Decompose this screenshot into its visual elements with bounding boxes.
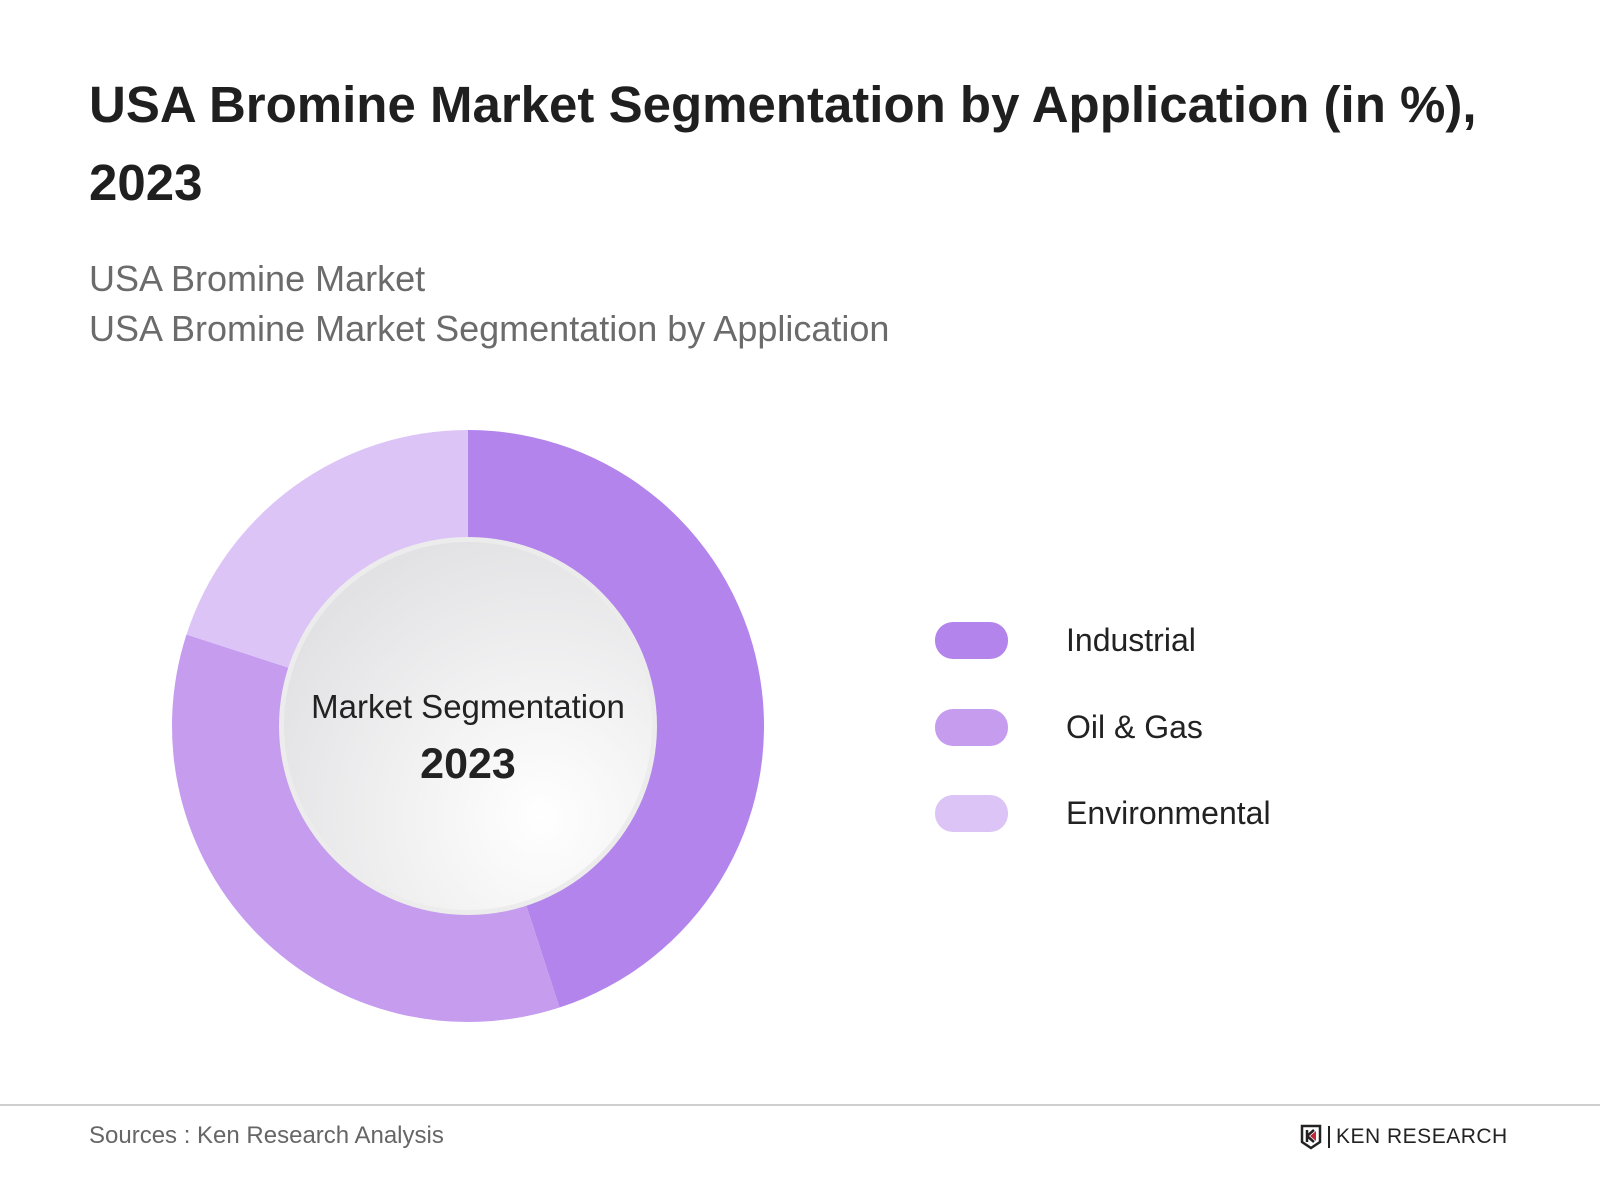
ken-research-logo: KEN RESEARCH	[1300, 1124, 1508, 1150]
center-year: 2023	[420, 740, 516, 788]
slice-environmental[interactable]	[186, 430, 468, 680]
logo-text: KEN RESEARCH	[1336, 1125, 1508, 1148]
center-label: Market Segmentation	[311, 688, 625, 725]
source-note: Sources : Ken Research Analysis	[89, 1122, 444, 1149]
center-disc	[284, 542, 652, 910]
legend-item-environmental[interactable]: Environmental	[935, 793, 1271, 833]
slice-oil-gas[interactable]	[171, 634, 560, 1023]
ken-logo-icon	[1300, 1124, 1322, 1150]
chart-subtitle-1: USA Bromine Market	[89, 258, 426, 299]
legend-label: Environmental	[1066, 794, 1271, 831]
legend-swatch	[935, 621, 1008, 659]
legend-swatch	[935, 794, 1008, 832]
legend-item-industrial[interactable]: Industrial	[935, 620, 1196, 660]
legend-label: Oil & Gas	[1066, 708, 1203, 745]
chart-title: USA Bromine Market Segmentation by Appli…	[89, 76, 1477, 211]
legend-label: Industrial	[1066, 621, 1196, 658]
footer-divider	[0, 1104, 1600, 1106]
legend-item-oil-gas[interactable]: Oil & Gas	[935, 707, 1203, 747]
legend-swatch	[935, 708, 1008, 746]
chart-subtitle-2: USA Bromine Market Segmentation by Appli…	[89, 308, 890, 349]
